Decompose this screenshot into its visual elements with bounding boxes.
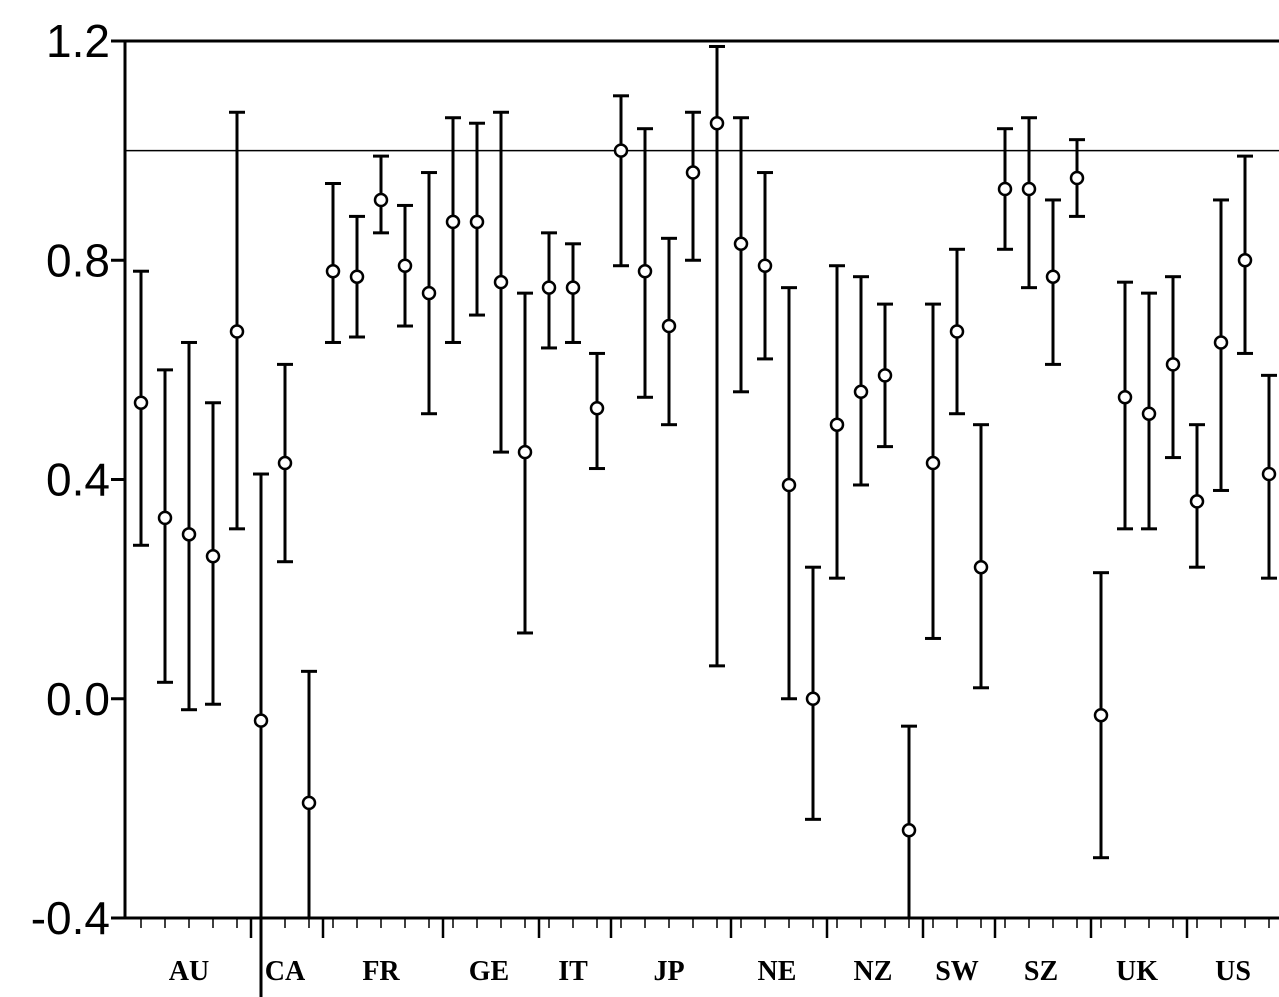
labels-layer: -0.4 0.0 0.4 0.8 1.2 AU CA FR GE IT JP NE NZ SW SZ UK US [31,15,1251,987]
data-point [301,795,317,811]
data-point [277,455,293,471]
data-point [781,477,797,493]
x-category-label: JP [653,956,684,987]
data-point [373,192,389,208]
data-point [421,285,437,301]
data-point [325,263,341,279]
data-point [949,324,965,339]
data-point [469,214,485,230]
data-point [613,143,629,158]
data-point [685,165,701,180]
data-point [709,115,725,131]
points-layer [133,115,1277,838]
x-category-label: CA [265,956,306,987]
data-point [1141,406,1157,421]
data-point [1237,253,1253,268]
x-category-label: GE [469,956,509,987]
axes-layer [111,39,1279,938]
data-point [805,691,821,706]
data-point [997,181,1013,197]
data-point [661,318,677,334]
x-category-label: FR [362,956,400,987]
y-tick-label: -0.4 [31,892,110,944]
data-point [205,548,221,564]
x-category-label: SW [935,956,979,987]
data-point [973,559,989,575]
data-point [853,384,869,400]
data-point [1069,170,1085,186]
data-point [517,444,533,460]
data-point [493,274,509,290]
data-point [541,280,557,295]
data-point [229,324,245,339]
data-point [829,417,845,432]
data-point [1093,707,1109,723]
error-bars-layer [133,44,1277,997]
data-point [1213,335,1229,350]
data-point [565,280,581,295]
data-point [1117,390,1133,405]
y-tick-label: 0.0 [46,673,110,725]
x-category-label: UK [1116,956,1158,987]
data-point [637,263,653,279]
data-point [757,258,773,273]
x-category-label: AU [169,956,209,987]
y-tick-label: 1.2 [46,15,110,67]
data-point [133,395,149,411]
x-category-label: NE [758,956,797,987]
x-category-label: SZ [1024,956,1058,987]
data-point [589,400,605,416]
data-point [253,713,269,728]
data-point [397,258,413,273]
y-tick-label: 0.4 [46,454,110,506]
x-category-label: NZ [854,956,893,987]
data-point [1261,466,1277,482]
data-point [1021,181,1037,197]
y-tick-label: 0.8 [46,234,110,286]
data-point [1045,269,1061,284]
data-point [445,214,461,230]
data-point [733,236,749,252]
data-point [157,510,173,526]
data-point [901,823,917,838]
data-point [181,527,197,542]
data-point [925,455,941,471]
data-point [1189,494,1205,509]
data-point [1165,357,1181,372]
data-point [877,368,893,383]
x-category-label: US [1215,956,1251,987]
data-point [349,269,365,284]
x-category-label: IT [558,956,588,987]
